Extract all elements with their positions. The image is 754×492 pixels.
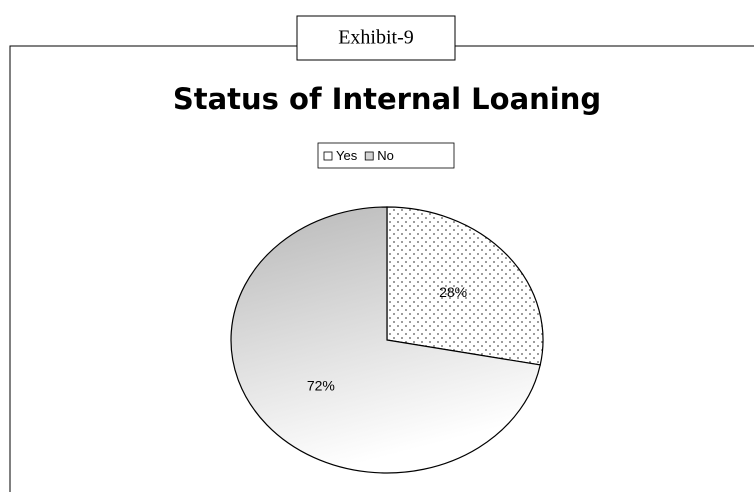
frame xyxy=(9,45,297,492)
legend-swatch xyxy=(364,151,374,161)
pie-slice xyxy=(386,206,544,366)
legend-box xyxy=(317,142,455,169)
chart-title: Status of Internal Loaning xyxy=(173,82,601,116)
data-label: 28% xyxy=(439,284,467,300)
legend-label: No xyxy=(377,148,394,163)
exhibit-box xyxy=(296,15,456,61)
data-label: 72% xyxy=(307,377,335,393)
legend-swatch xyxy=(323,151,333,161)
pie-slice xyxy=(230,206,541,474)
legend-label: Yes xyxy=(336,148,358,163)
exhibit-label: Exhibit-9 xyxy=(338,27,414,49)
